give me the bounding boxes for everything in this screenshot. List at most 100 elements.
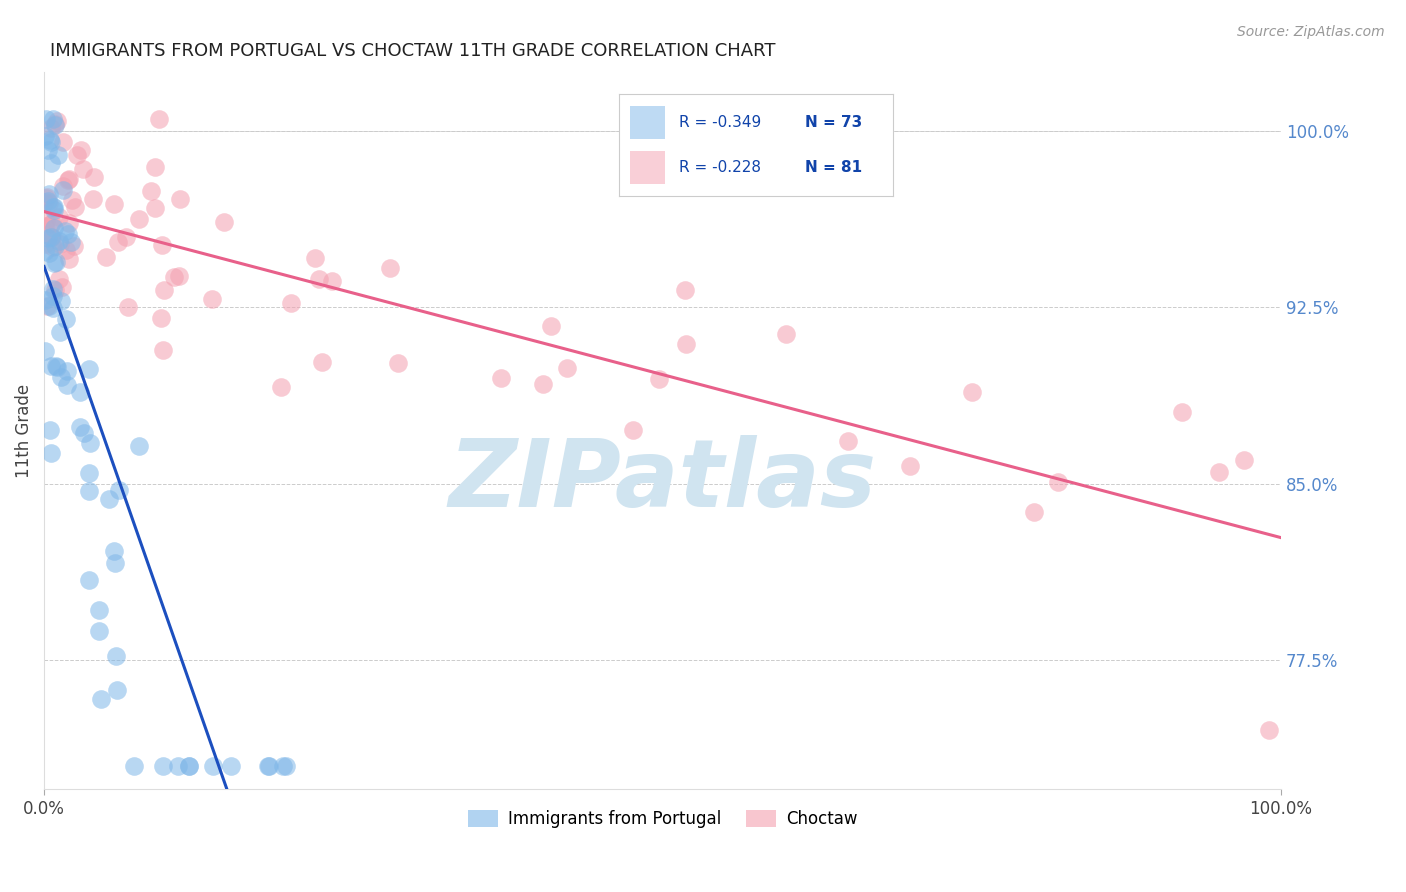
Text: N = 81: N = 81 [806,160,862,175]
Point [103,197,125,211]
Point [311,354,333,368]
Point [115,230,138,244]
Point [69,385,91,400]
Point [45,255,67,269]
Point [257,758,280,772]
Point [44,283,66,297]
Point [124,758,146,772]
Point [34,237,56,252]
Point [540,318,562,333]
Point [1022,505,1045,519]
Point [60,193,83,207]
Point [79,467,101,481]
Point [79,436,101,450]
Point [58,227,80,241]
FancyBboxPatch shape [630,151,665,184]
Text: N = 73: N = 73 [806,115,862,130]
Point [898,458,921,473]
Point [66,147,89,161]
Point [37,299,59,313]
Point [280,296,302,310]
Point [82,192,104,206]
Point [63,200,86,214]
Point [103,544,125,558]
Point [837,434,859,449]
Point [128,440,150,454]
Point [39,230,62,244]
Point [380,260,402,275]
Point [58,216,80,230]
Point [41,230,63,244]
Text: ZIPatlas: ZIPatlas [449,435,876,527]
Point [48,211,70,225]
Point [37,143,59,157]
Point [44,239,66,253]
Point [169,192,191,206]
Point [44,200,66,214]
Point [167,268,190,283]
Point [53,224,76,238]
Point [675,337,697,351]
Point [42,220,65,235]
Point [42,289,65,303]
Point [34,194,56,209]
Point [152,343,174,358]
Point [35,214,58,228]
Point [58,252,80,266]
Point [38,132,60,146]
Point [1233,453,1256,467]
Point [52,179,75,194]
Point [39,121,62,136]
Point [41,200,63,214]
Point [491,370,513,384]
Point [87,602,110,616]
Point [145,201,167,215]
Point [35,112,58,127]
Point [44,118,66,132]
Point [46,148,69,162]
Point [44,117,66,131]
Point [58,172,80,186]
Y-axis label: 11th Grade: 11th Grade [15,384,32,478]
Point [39,217,62,231]
Point [150,238,173,252]
Point [56,378,79,392]
Point [52,135,75,149]
Point [35,191,58,205]
Point [52,183,75,197]
Point [38,196,60,211]
Point [387,356,409,370]
Point [77,484,100,499]
Point [1208,465,1230,479]
Point [55,363,77,377]
Point [45,359,67,374]
Text: IMMIGRANTS FROM PORTUGAL VS CHOCTAW 11TH GRADE CORRELATION CHART: IMMIGRANTS FROM PORTUGAL VS CHOCTAW 11TH… [51,42,776,60]
Point [108,483,131,497]
Point [51,280,73,294]
Point [214,214,236,228]
Point [48,272,70,286]
Point [49,370,72,384]
Point [148,112,170,127]
Point [39,423,62,437]
Point [34,293,56,307]
Point [77,362,100,376]
Point [39,359,62,373]
Point [623,423,645,437]
Point [45,359,67,373]
Point [34,343,56,358]
Point [42,256,65,270]
Point [60,235,83,249]
Point [87,624,110,639]
Point [48,234,70,248]
Point [128,212,150,227]
Point [34,219,56,234]
Point [98,492,121,507]
Point [960,384,983,399]
Point [62,239,84,253]
Point [41,216,63,230]
Point [201,292,224,306]
Point [1171,405,1194,419]
Point [1047,475,1070,489]
Point [35,190,58,204]
